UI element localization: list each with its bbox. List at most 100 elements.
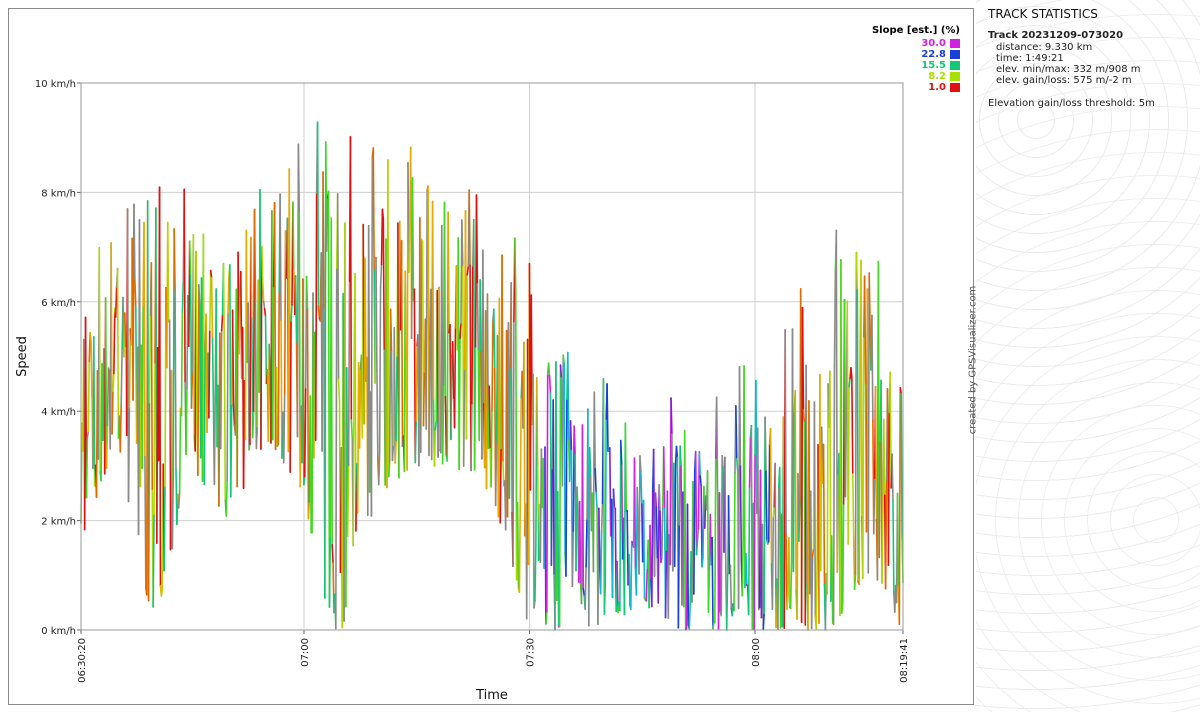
speed-segment (314, 192, 318, 442)
topo-background (976, 0, 1200, 712)
speed-segment (459, 322, 462, 340)
legend-entry: 1.0 (840, 82, 960, 93)
speed-segment (762, 612, 765, 631)
speed-segment (662, 446, 666, 510)
speed-segment (468, 189, 471, 267)
speed-segment (725, 572, 729, 631)
speed-segment (178, 407, 182, 493)
speed-segment (262, 300, 266, 310)
speed-segment (721, 454, 724, 469)
speed-segment (166, 221, 170, 323)
speed-segment (220, 313, 224, 332)
speed-segment (391, 444, 395, 462)
speed-segment (639, 455, 642, 473)
speed-segment (594, 467, 597, 494)
speed-segment (832, 364, 836, 625)
speed-segment (434, 419, 438, 431)
speed-segment (604, 418, 607, 587)
speed-segment (878, 440, 881, 559)
speed-segment (664, 549, 668, 619)
speed-segment (494, 439, 498, 507)
speed-segment (290, 304, 293, 322)
plot-area-border (80, 82, 904, 631)
speed-segment (297, 143, 301, 213)
speed-segment (447, 211, 450, 334)
legend-entry-label: 8.2 (928, 71, 946, 82)
speed-segment (675, 445, 679, 459)
speed-segment (802, 408, 806, 423)
speed-segment (698, 450, 702, 478)
legend-entry: 8.2 (840, 71, 960, 82)
stat-elevation-minmax: elev. min/max: 332 m/908 m (996, 64, 1141, 75)
speed-segment (772, 505, 776, 518)
speed-segment (250, 317, 254, 439)
speed-segment (764, 416, 767, 473)
speed-segment (225, 479, 228, 517)
speed-segment (735, 457, 739, 472)
speed-segment (251, 410, 255, 439)
speed-segment (335, 267, 338, 630)
speed-segment (453, 327, 457, 429)
speed-series (80, 121, 904, 631)
speed-segment (810, 555, 814, 630)
y-tick-label: 10 km/h (35, 79, 76, 90)
speed-segment (558, 364, 562, 628)
speed-segment (501, 254, 504, 463)
speed-segment (633, 457, 637, 570)
legend-swatch (950, 50, 960, 59)
speed-segment (458, 337, 461, 471)
speed-segment (707, 569, 711, 613)
speed-segment (98, 246, 101, 473)
speed-segment (451, 340, 455, 401)
speed-segment (255, 425, 259, 450)
speed-segment (331, 543, 334, 564)
speed-segment (378, 287, 382, 453)
speed-segment (860, 259, 863, 518)
speed-segment (377, 450, 381, 486)
speed-segment (188, 240, 192, 277)
y-tick-label: 6 km/h (41, 298, 76, 309)
speed-segment (712, 621, 715, 630)
speed-segment (268, 343, 271, 375)
x-tick-label: 08:00 (751, 638, 762, 667)
speed-segment (294, 275, 298, 344)
speed-segment (336, 193, 340, 381)
speed-segment (296, 143, 300, 438)
speed-segment (789, 560, 793, 610)
legend-title: Slope [est.] (%) (871, 25, 960, 36)
speed-segment (848, 377, 851, 388)
speed-segment (316, 121, 320, 308)
speed-segment (699, 475, 702, 487)
speed-segment (253, 208, 257, 302)
speed-segment (645, 567, 649, 602)
speed-segment (649, 524, 652, 581)
speed-segment (794, 389, 797, 591)
speed-segment (628, 554, 631, 606)
speed-segment (836, 472, 839, 574)
speed-segment (863, 275, 867, 385)
speed-segment (777, 485, 780, 631)
speed-segment (769, 427, 773, 565)
speed-segment (382, 217, 386, 352)
speed-segment (735, 404, 738, 460)
speed-segment (238, 294, 241, 355)
speed-segment (231, 309, 235, 406)
speed-segment (550, 467, 554, 566)
speed-segment (210, 276, 214, 340)
speed-segment (271, 285, 275, 441)
speed-segment (322, 171, 325, 309)
speed-segment (767, 443, 771, 543)
speed-segment (394, 439, 397, 464)
speed-segment (173, 228, 176, 292)
speed-segment (801, 306, 805, 411)
speed-segment (375, 256, 378, 372)
speed-segment (640, 470, 643, 505)
speed-segment (144, 455, 147, 590)
speed-segment (694, 450, 698, 556)
speed-segment (556, 491, 560, 628)
speed-segment (714, 457, 717, 624)
speed-segment (606, 383, 609, 452)
speed-segment (872, 477, 876, 535)
speed-segment (715, 396, 719, 493)
speed-segment (661, 503, 664, 559)
